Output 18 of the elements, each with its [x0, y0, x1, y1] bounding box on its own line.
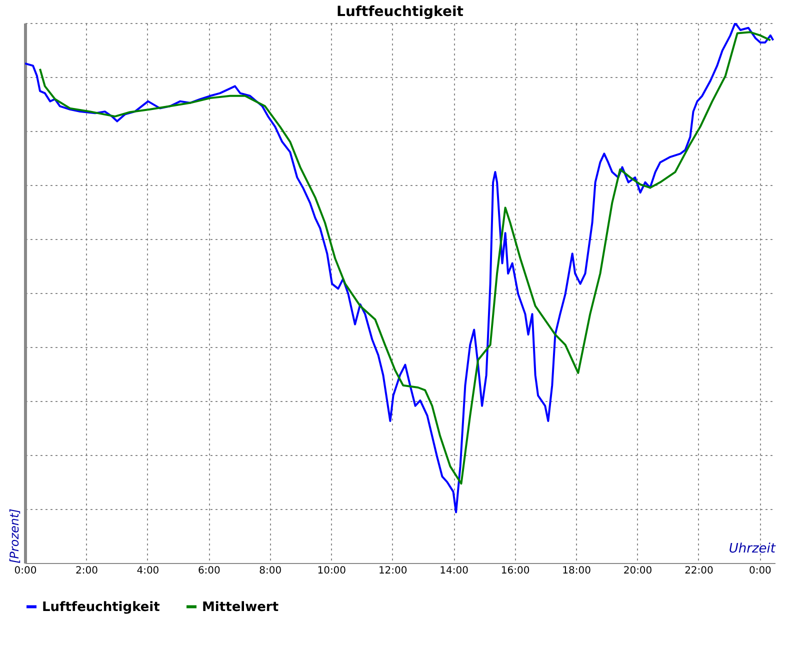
x-tick-label: 16:00 — [500, 566, 530, 576]
x-tick-label: 6:00 — [198, 566, 220, 576]
x-tick-label: 8:00 — [259, 566, 282, 576]
x-axis-title: Uhrzeit — [728, 542, 776, 556]
x-tick-label: 0:00 — [14, 566, 37, 576]
x-tick-label: 0:00 — [748, 566, 772, 576]
chart-title: Luftfeuchtigkeit — [336, 4, 464, 20]
x-tick-label: 22:00 — [684, 566, 714, 576]
legend-label: Mittelwert — [202, 600, 279, 615]
x-tick-label: 20:00 — [623, 566, 652, 576]
legend-label: Luftfeuchtigkeit — [42, 600, 160, 615]
x-tick-label: 4:00 — [136, 566, 160, 576]
x-tick-label: 2:00 — [75, 566, 98, 576]
x-tick-label: 14:00 — [440, 566, 468, 576]
x-tick-label: 10:00 — [317, 566, 346, 576]
x-tick-label: 18:00 — [562, 566, 591, 576]
x-tick-label: 12:00 — [378, 566, 408, 576]
y-axis-title: [Prozent] — [8, 508, 22, 564]
